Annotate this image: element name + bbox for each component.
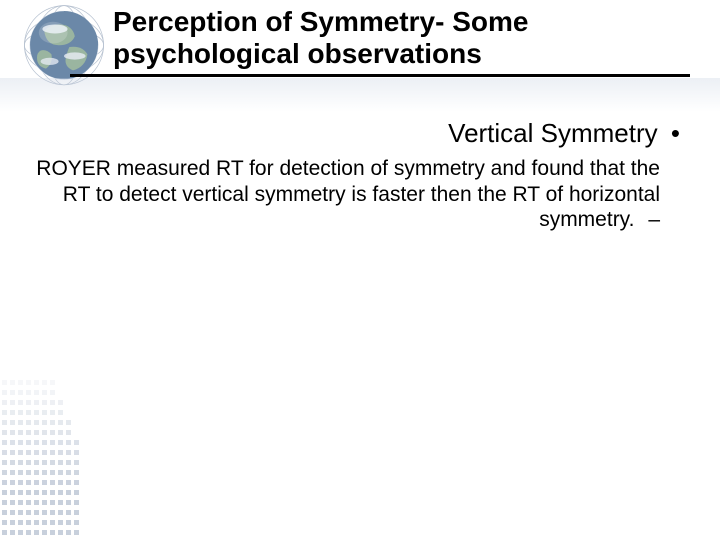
header-gradient bbox=[0, 78, 720, 112]
slide-title: Perception of Symmetry- Some psychologic… bbox=[113, 6, 673, 70]
title-underline bbox=[70, 74, 690, 77]
decorative-dot-grid bbox=[0, 380, 90, 540]
bullet-marker-dot: • bbox=[671, 118, 680, 148]
bullet-level2-text: ROYER measured RT for detection of symme… bbox=[36, 157, 660, 231]
bullet-level2: ROYER measured RT for detection of symme… bbox=[32, 156, 660, 233]
bullet-level1-text: Vertical Symmetry bbox=[448, 118, 658, 148]
bullet-marker-dash: – bbox=[648, 208, 660, 231]
slide-title-wrap: Perception of Symmetry- Some psychologic… bbox=[113, 6, 673, 70]
bullet-level1: Vertical Symmetry • bbox=[40, 118, 680, 149]
slide: Perception of Symmetry- Some psychologic… bbox=[0, 0, 720, 540]
